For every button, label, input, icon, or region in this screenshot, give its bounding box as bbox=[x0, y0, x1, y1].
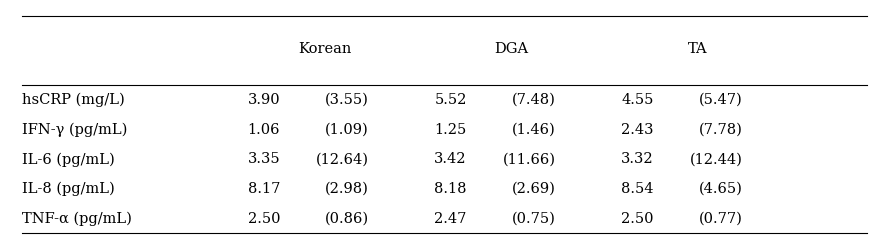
Text: (0.77): (0.77) bbox=[699, 212, 742, 226]
Text: 8.54: 8.54 bbox=[621, 182, 653, 196]
Text: 8.17: 8.17 bbox=[248, 182, 280, 196]
Text: 3.90: 3.90 bbox=[247, 93, 280, 107]
Text: (2.98): (2.98) bbox=[325, 182, 369, 196]
Text: 2.47: 2.47 bbox=[435, 212, 467, 226]
Text: TA: TA bbox=[688, 42, 708, 56]
Text: hsCRP (mg/L): hsCRP (mg/L) bbox=[22, 93, 125, 107]
Text: 1.06: 1.06 bbox=[247, 123, 280, 137]
Text: DGA: DGA bbox=[494, 42, 528, 56]
Text: IL-8 (pg/mL): IL-8 (pg/mL) bbox=[22, 182, 115, 196]
Text: 5.52: 5.52 bbox=[435, 93, 467, 107]
Text: (12.64): (12.64) bbox=[316, 152, 369, 166]
Text: (1.46): (1.46) bbox=[512, 123, 556, 137]
Text: 8.18: 8.18 bbox=[434, 182, 467, 196]
Text: (2.69): (2.69) bbox=[512, 182, 556, 196]
Text: Korean: Korean bbox=[298, 42, 351, 56]
Text: (4.65): (4.65) bbox=[699, 182, 742, 196]
Text: (1.09): (1.09) bbox=[325, 123, 369, 137]
Text: 2.50: 2.50 bbox=[247, 212, 280, 226]
Text: (12.44): (12.44) bbox=[690, 152, 742, 166]
Text: (5.47): (5.47) bbox=[699, 93, 742, 107]
Text: (0.86): (0.86) bbox=[324, 212, 369, 226]
Text: 4.55: 4.55 bbox=[621, 93, 653, 107]
Text: (11.66): (11.66) bbox=[502, 152, 556, 166]
Text: 3.42: 3.42 bbox=[434, 152, 467, 166]
Text: 3.35: 3.35 bbox=[247, 152, 280, 166]
Text: IFN-γ (pg/mL): IFN-γ (pg/mL) bbox=[22, 123, 128, 137]
Text: 1.25: 1.25 bbox=[435, 123, 467, 137]
Text: 2.43: 2.43 bbox=[621, 123, 653, 137]
Text: IL-6 (pg/mL): IL-6 (pg/mL) bbox=[22, 152, 115, 166]
Text: 3.32: 3.32 bbox=[621, 152, 653, 166]
Text: (3.55): (3.55) bbox=[325, 93, 369, 107]
Text: (0.75): (0.75) bbox=[512, 212, 556, 226]
Text: TNF-α (pg/mL): TNF-α (pg/mL) bbox=[22, 211, 132, 226]
Text: (7.48): (7.48) bbox=[512, 93, 556, 107]
Text: (7.78): (7.78) bbox=[699, 123, 742, 137]
Text: 2.50: 2.50 bbox=[621, 212, 653, 226]
